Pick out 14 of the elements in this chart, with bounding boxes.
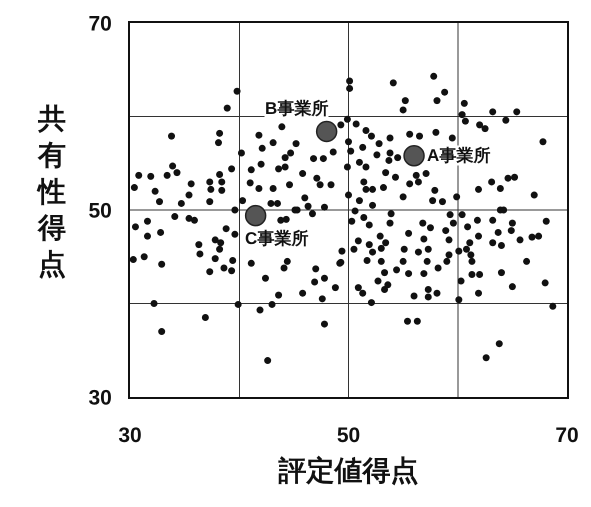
annotation: C事業所 — [245, 229, 308, 248]
x-tick-label: 50 — [336, 424, 360, 448]
x-axis-title: 評定値得点 — [278, 454, 418, 486]
y-tick-label: 70 — [88, 12, 112, 36]
point — [316, 120, 338, 142]
y-tick-label: 30 — [88, 386, 112, 410]
annotation: A事業所 — [427, 146, 490, 165]
y-tick-label: 50 — [88, 199, 112, 222]
annotation: B事業所 — [265, 99, 328, 118]
y-axis-title: 共有性得点 — [36, 103, 66, 280]
point — [403, 145, 425, 167]
x-tick-label: 70 — [555, 424, 579, 448]
x-tick-label: 30 — [118, 424, 142, 448]
point — [244, 204, 266, 226]
